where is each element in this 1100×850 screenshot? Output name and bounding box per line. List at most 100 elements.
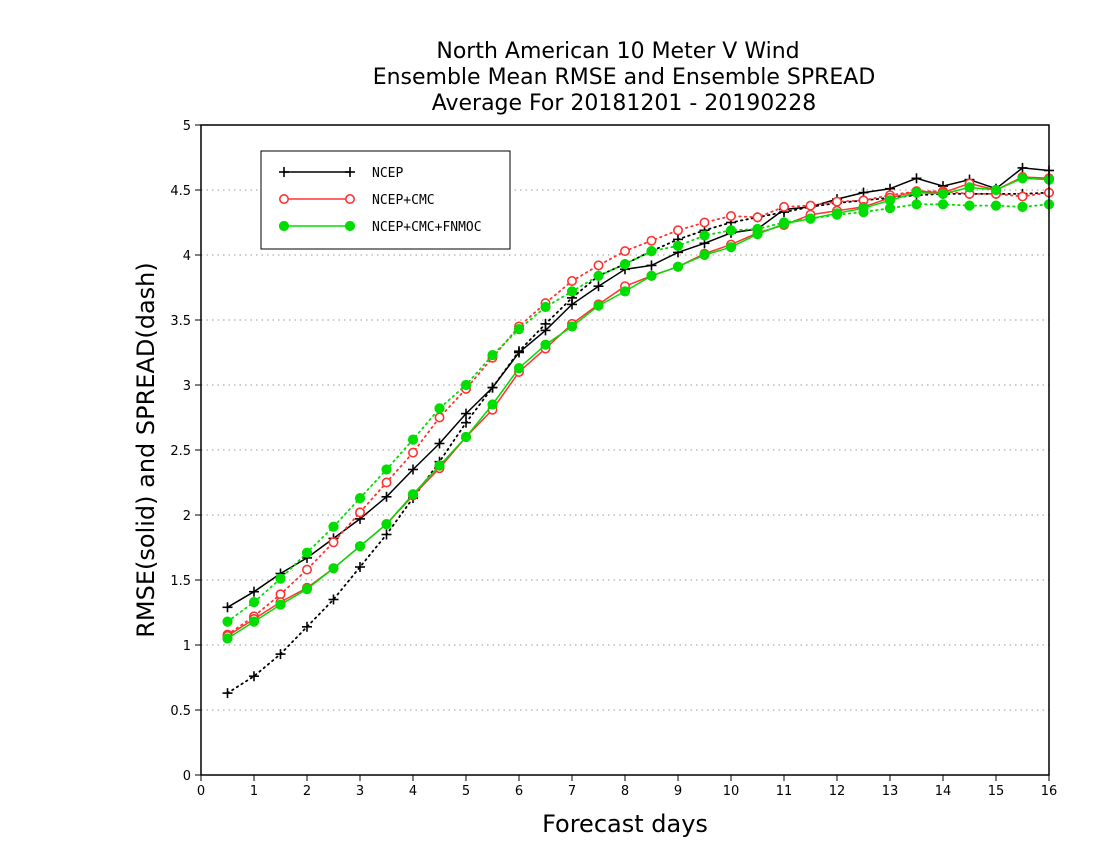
series-ncep-spread-line xyxy=(226,191,1050,694)
rmse-point-ncep xyxy=(249,586,259,597)
spread-point-ncep-cmc-fnmoc xyxy=(646,246,657,257)
spread-point-ncep xyxy=(249,671,259,682)
rmse-point-ncep-cmc-fnmoc xyxy=(911,187,922,198)
rmse-point-ncep-cmc-fnmoc xyxy=(460,431,472,443)
x-tick-label: 9 xyxy=(674,784,682,799)
x-tick-label: 6 xyxy=(515,784,523,799)
x-tick-label: 16 xyxy=(1041,784,1058,799)
spread-point-ncep-cmc xyxy=(301,564,312,575)
y-tick-label: 1 xyxy=(183,639,191,654)
rmse-point-ncep xyxy=(567,299,577,310)
spread-point-ncep xyxy=(275,649,286,660)
x-tick-label: 13 xyxy=(882,784,899,799)
x-tick-label: 1 xyxy=(250,784,258,799)
rmse-point-ncep-cmc-fnmoc xyxy=(513,363,525,374)
spread-point-ncep-cmc xyxy=(778,201,789,212)
rmse-point-ncep xyxy=(593,281,604,292)
x-axis-label: Forecast days xyxy=(542,810,708,838)
spread-point-ncep-cmc-fnmoc xyxy=(964,200,975,211)
rmse-point-ncep-cmc-fnmoc xyxy=(566,321,578,332)
spread-point-ncep xyxy=(381,529,392,540)
rmse-point-ncep-cmc-fnmoc xyxy=(778,218,790,229)
x-tick-label: 8 xyxy=(621,784,629,799)
spread-point-ncep-cmc-fnmoc xyxy=(381,464,392,475)
spread-point-ncep-cmc-fnmoc xyxy=(407,434,419,445)
spread-point-ncep xyxy=(355,562,365,572)
plot-area xyxy=(222,162,1055,699)
legend-marker-ncep xyxy=(345,167,355,177)
rmse-point-ncep xyxy=(540,325,551,336)
spread-point-ncep-cmc-fnmoc xyxy=(540,301,551,313)
spread-point-ncep-cmc-fnmoc xyxy=(275,573,286,584)
rmse-point-ncep xyxy=(1017,162,1028,173)
spread-point-ncep-cmc-fnmoc xyxy=(434,403,445,414)
rmse-point-ncep-cmc-fnmoc xyxy=(619,286,631,297)
rmse-point-ncep-cmc-fnmoc xyxy=(725,242,737,253)
rmse-point-ncep-cmc-fnmoc xyxy=(646,270,657,281)
title-line-2: Ensemble Mean RMSE and Ensemble SPREAD xyxy=(373,65,876,90)
y-tick-label: 1.5 xyxy=(170,574,191,589)
spread-point-ncep-cmc-fnmoc xyxy=(1017,201,1028,212)
rmse-point-ncep-cmc-fnmoc xyxy=(354,541,366,552)
rmse-point-ncep-cmc-fnmoc xyxy=(699,249,710,261)
rmse-point-ncep-cmc-fnmoc xyxy=(752,229,763,240)
legend-box xyxy=(260,150,511,250)
x-tick-label: 0 xyxy=(197,784,205,799)
y-tick-label: 5 xyxy=(183,119,191,134)
x-tick-label: 11 xyxy=(776,784,793,799)
title-line-3: Average For 20181201 - 20190228 xyxy=(432,91,817,116)
spread-point-ncep-cmc-fnmoc xyxy=(328,521,339,532)
spread-point-ncep-cmc xyxy=(407,447,418,458)
y-tick-label: 4 xyxy=(183,249,191,264)
series-ncep-cmc-fnmoc-spread-line xyxy=(226,203,1050,623)
spread-point-ncep-cmc-fnmoc xyxy=(248,597,260,608)
spread-point-ncep-cmc-fnmoc xyxy=(354,493,366,504)
rmse-point-ncep-cmc-fnmoc xyxy=(937,188,949,199)
x-tick-label: 2 xyxy=(303,784,311,799)
spread-point-ncep xyxy=(328,594,339,605)
x-axis: 0 1 2 3 4 5 6 7 8 9 10 11 12 13 14 15 16 xyxy=(197,775,1057,799)
x-tick-label: 12 xyxy=(829,784,846,799)
spread-point-ncep-cmc xyxy=(699,217,710,228)
spread-point-ncep-cmc xyxy=(1017,191,1028,202)
spread-point-ncep-cmc-fnmoc xyxy=(725,225,737,236)
y-tick-label: 4.5 xyxy=(170,184,191,199)
y-tick-label: 2.5 xyxy=(170,444,191,459)
rmse-point-ncep xyxy=(646,260,657,271)
legend-marker-ncep-cmc xyxy=(278,194,289,205)
spread-point-ncep xyxy=(222,688,233,699)
spread-point-ncep-cmc xyxy=(752,212,763,223)
rmse-point-ncep-cmc-fnmoc xyxy=(831,208,843,219)
x-tick-label: 3 xyxy=(356,784,364,799)
y-tick-label: 2 xyxy=(183,509,191,524)
legend-label-ncep-cmc: NCEP+CMC xyxy=(372,193,435,208)
legend-marker-ncep xyxy=(279,167,289,177)
title-line-1: North American 10 Meter V Wind xyxy=(436,39,799,64)
legend: NCEP NCEP+CMC NCEP+CMC+FNMOC xyxy=(260,150,511,250)
rmse-point-ncep xyxy=(911,173,922,184)
rmse-point-ncep-cmc-fnmoc xyxy=(672,261,684,272)
chart-title: North American 10 Meter V Wind Ensemble … xyxy=(373,39,876,116)
rmse-point-ncep-cmc-fnmoc xyxy=(275,599,286,610)
x-tick-label: 5 xyxy=(462,784,470,799)
rmse-point-ncep xyxy=(487,382,498,393)
rmse-point-ncep-cmc-fnmoc xyxy=(407,489,419,500)
spread-point-ncep-cmc-fnmoc xyxy=(699,230,710,241)
legend-marker-ncep-cmc-fnmoc xyxy=(344,220,356,232)
legend-label-ncep: NCEP xyxy=(372,166,403,181)
spread-point-ncep-cmc-fnmoc xyxy=(566,286,578,297)
rmse-point-ncep-cmc-fnmoc xyxy=(328,563,339,574)
spread-point-ncep-cmc xyxy=(831,196,842,207)
plot-frame xyxy=(200,124,1050,776)
series-ncep-rmse-line xyxy=(227,167,1050,608)
spread-point-ncep-cmc-fnmoc xyxy=(937,199,949,210)
x-tick-label: 14 xyxy=(935,784,952,799)
spread-point-ncep-cmc-fnmoc xyxy=(222,616,233,627)
y-axis-label: RMSE(solid) and SPREAD(dash) xyxy=(132,262,160,638)
spread-point-ncep-cmc-fnmoc xyxy=(460,379,472,391)
rmse-point-ncep-cmc-fnmoc xyxy=(964,182,975,193)
rmse-point-ncep xyxy=(461,408,471,419)
rmse-point-ncep-cmc-fnmoc xyxy=(540,339,551,350)
y-tick-label: 3.5 xyxy=(170,314,191,329)
